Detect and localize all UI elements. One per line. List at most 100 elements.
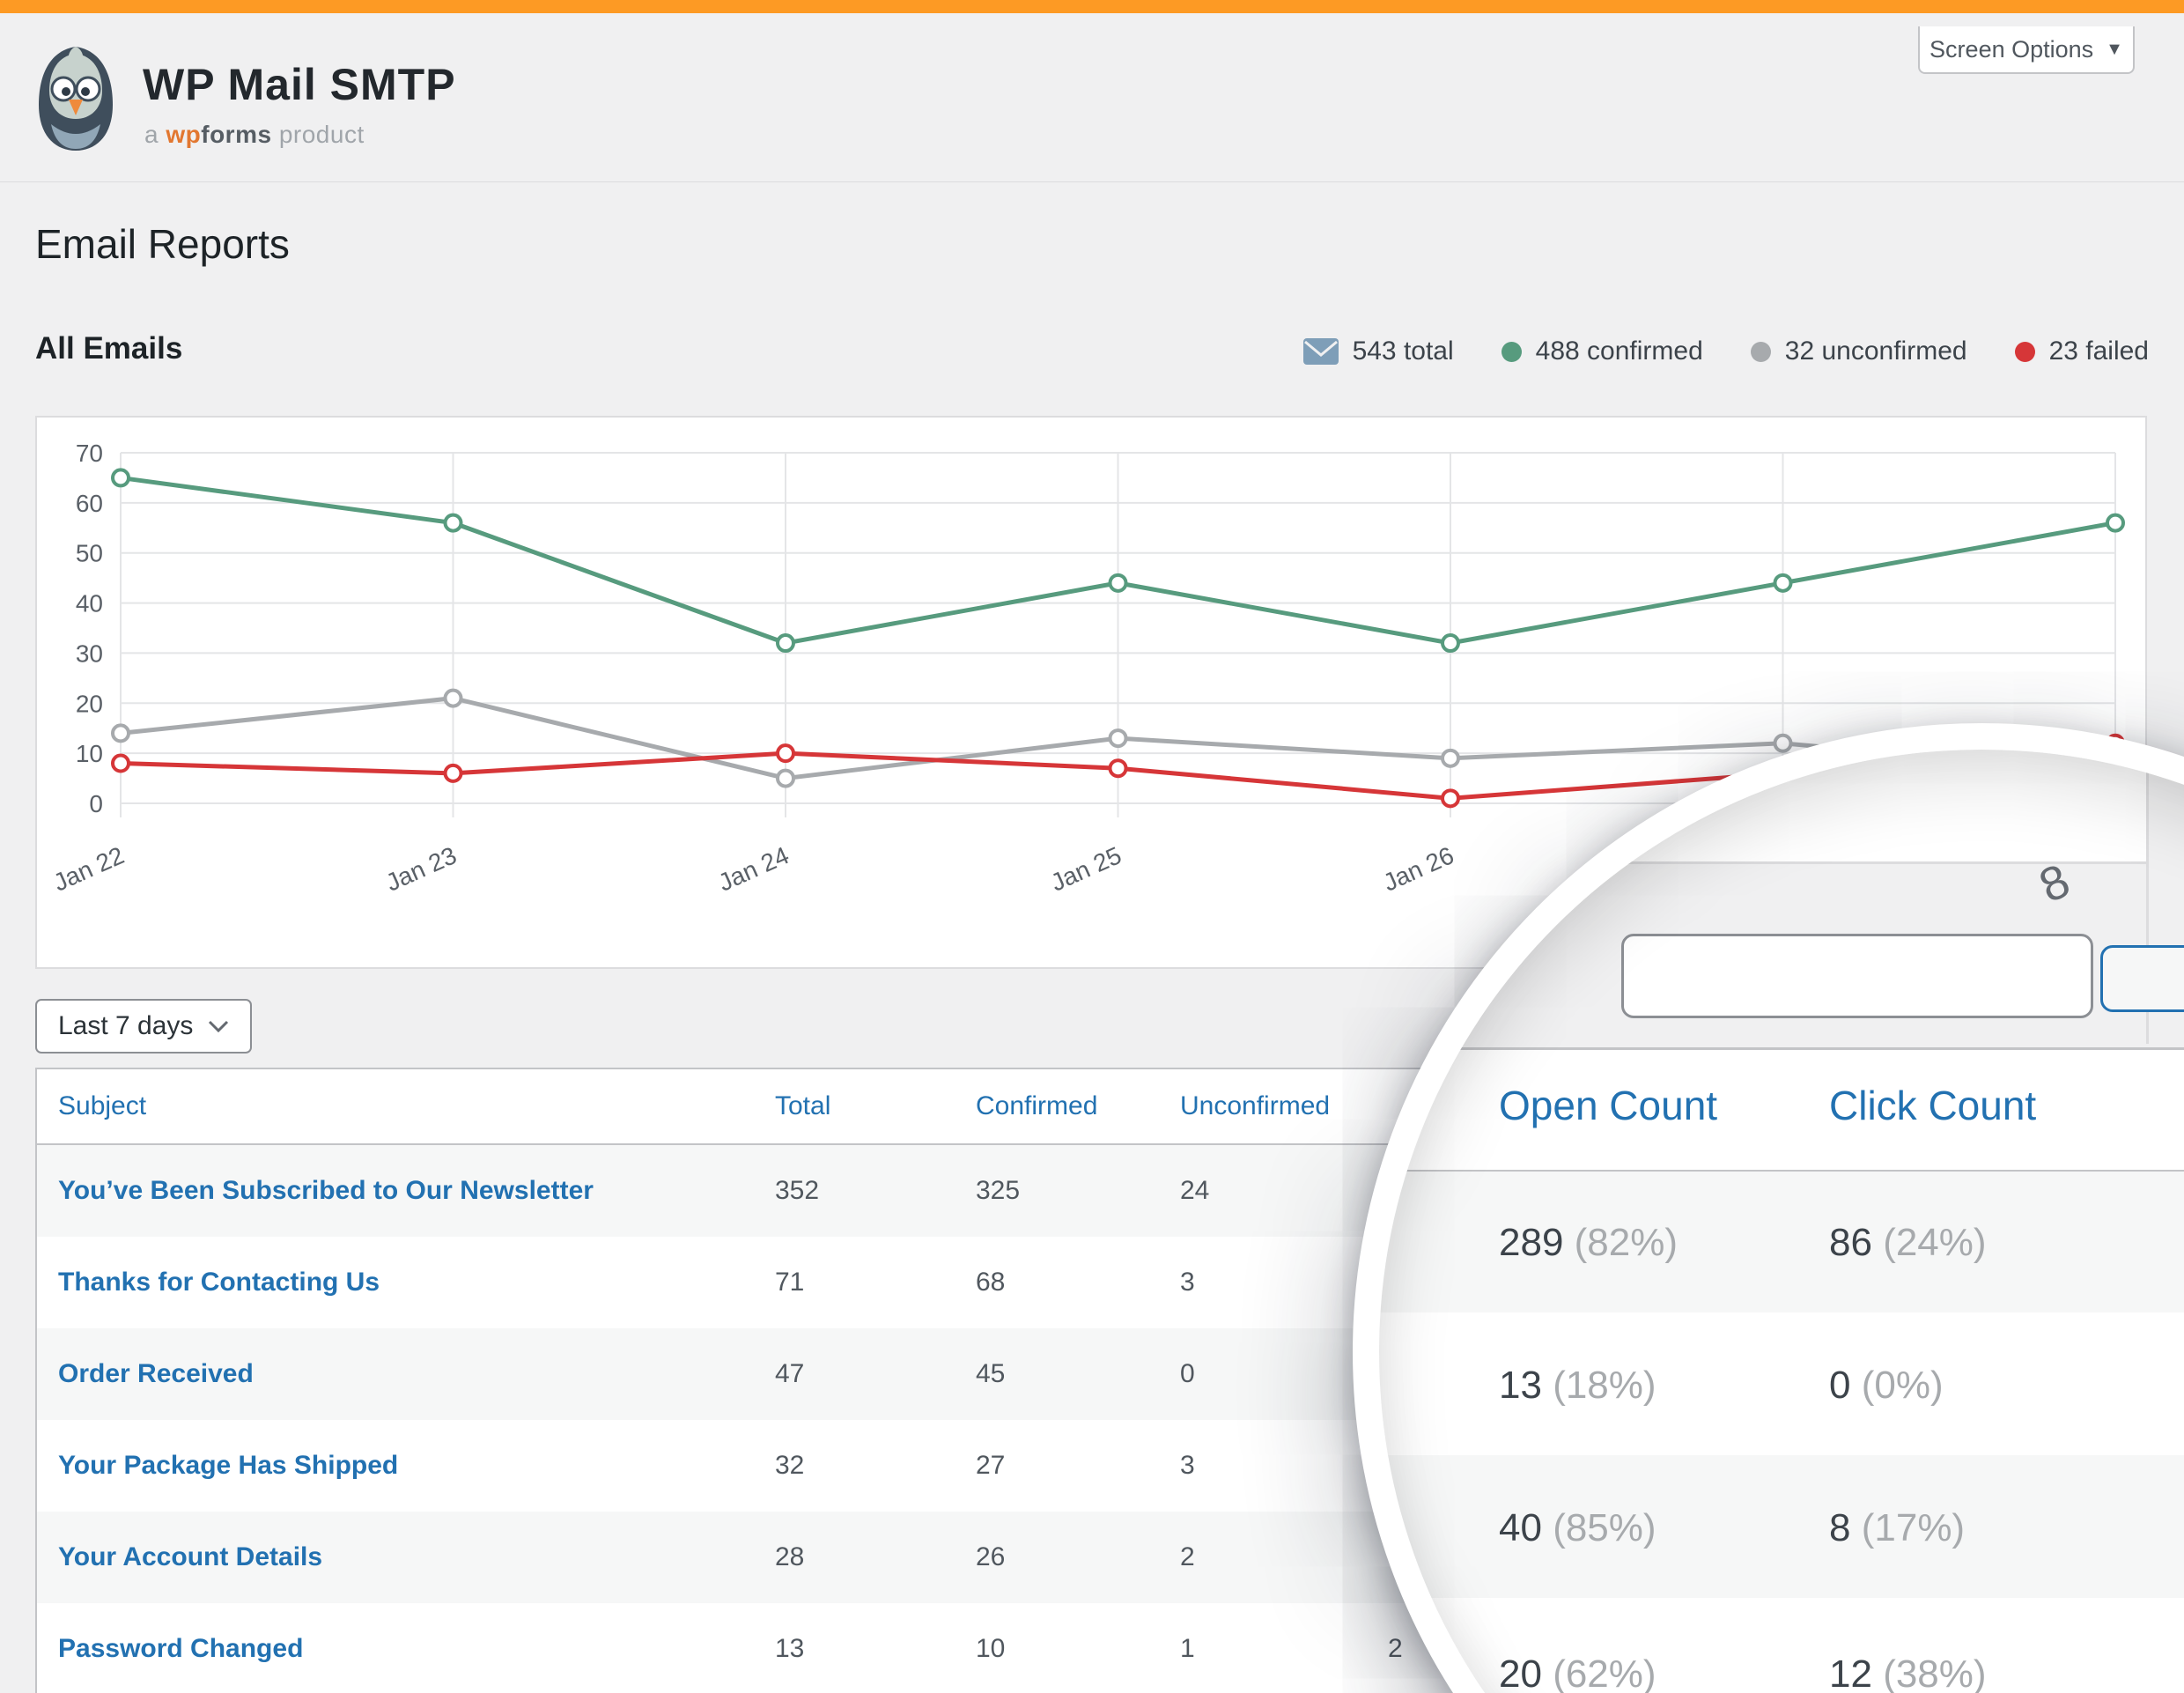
total-cell: 13 [775, 1634, 805, 1663]
email-subject-link[interactable]: Thanks for Contacting Us [58, 1268, 380, 1297]
open-count-cell: 20 (62%) [1499, 1652, 1656, 1693]
confirmed-cell: 325 [976, 1176, 1021, 1205]
search-button[interactable] [2100, 945, 2184, 1012]
legend-confirmed-label: 488 confirmed [1535, 336, 1703, 366]
screen-options-button[interactable]: Screen Options ▼ [1918, 26, 2135, 74]
page-title: Email Reports [35, 221, 290, 267]
legend-item-total: 543 total [1302, 336, 1454, 366]
failed-dot-icon [2014, 341, 2035, 362]
open-count-value: 40 [1499, 1506, 1542, 1549]
magnified-table-row: 20 (62%) 12 (38%) [1379, 1598, 2184, 1693]
email-subject-link[interactable]: You’ve Been Subscribed to Our Newsletter [58, 1176, 594, 1205]
click-count-cell: 86 (24%) [1829, 1221, 1987, 1265]
total-cell: 71 [775, 1268, 805, 1297]
svg-text:70: 70 [76, 440, 103, 467]
svg-text:20: 20 [76, 690, 103, 717]
search-input[interactable] [1621, 934, 2093, 1018]
table-row: Thanks for Contacting Us 71 68 3 [37, 1237, 2147, 1328]
column-header-open-count[interactable]: Open Count [1499, 1083, 1718, 1128]
unconfirmed-cell: 3 [1180, 1451, 1195, 1480]
confirmed-cell: 10 [976, 1634, 1006, 1663]
unconfirmed-cell: 2 [1180, 1542, 1195, 1571]
click-count-percent: (38%) [1883, 1652, 1987, 1693]
legend-item-unconfirmed: 32 unconfirmed [1750, 336, 1967, 366]
confirmed-cell: 68 [976, 1268, 1006, 1297]
tagline-forms: forms [201, 121, 272, 148]
app-title: WP Mail SMTP [143, 60, 456, 109]
chevron-down-icon: ▼ [2106, 39, 2123, 59]
app-tagline: a wpforms product [144, 121, 365, 149]
unconfirmed-cell: 0 [1180, 1359, 1195, 1388]
plugin-header: WP Mail SMTP a wpforms product Screen Op… [0, 13, 2184, 182]
click-count-percent: (17%) [1861, 1506, 1966, 1549]
email-subject-link[interactable]: Password Changed [58, 1634, 304, 1663]
unconfirmed-cell: 1 [1180, 1634, 1195, 1663]
open-count-cell: 13 (18%) [1499, 1364, 1656, 1408]
tagline-suffix: product [278, 121, 365, 148]
magnified-table-row: 40 (85%) 8 (17%) [1379, 1455, 2184, 1598]
total-cell: 28 [775, 1542, 805, 1571]
date-range-select[interactable]: Last 7 days [35, 999, 252, 1054]
legend-unconfirmed-label: 32 unconfirmed [1784, 336, 1967, 366]
envelope-icon [1302, 338, 1339, 365]
legend-item-confirmed: 488 confirmed [1501, 336, 1703, 366]
open-count-cell: 289 (82%) [1499, 1221, 1678, 1265]
open-count-value: 13 [1499, 1364, 1542, 1407]
column-header-subject[interactable]: Subject [58, 1091, 147, 1120]
table-header-row: Subject Total Confirmed Unconfirmed [37, 1069, 2147, 1145]
magnified-header-bottom-border [1379, 1170, 2184, 1172]
column-header-total[interactable]: Total [775, 1091, 831, 1120]
svg-text:30: 30 [76, 639, 103, 667]
chart-legend: 543 total 488 confirmed 32 unconfirmed 2… [1302, 336, 2149, 366]
svg-text:10: 10 [76, 740, 103, 767]
column-header-click-count[interactable]: Click Count [1829, 1083, 2037, 1128]
table-row: Your Package Has Shipped 32 27 3 [37, 1420, 2147, 1512]
magnified-chart-right-border [2146, 750, 2149, 1044]
open-count-value: 20 [1499, 1652, 1542, 1693]
column-header-confirmed[interactable]: Confirmed [976, 1091, 1098, 1120]
svg-text:40: 40 [76, 590, 103, 617]
magnified-table-top-border [1379, 1047, 2184, 1050]
click-count-value: 86 [1829, 1221, 1872, 1264]
svg-text:Jan 25: Jan 25 [1047, 841, 1125, 897]
confirmed-dot-icon [1501, 341, 1522, 362]
brand-orange-bar [0, 0, 2184, 13]
email-subject-link[interactable]: Your Package Has Shipped [58, 1451, 399, 1480]
total-cell: 352 [775, 1176, 820, 1205]
open-count-cell: 40 (85%) [1499, 1506, 1656, 1550]
magnified-content: 8 Open Count Click Count 289 (82%) 86 (2… [1379, 750, 2184, 1693]
magnified-table-header: Open Count Click Count [1379, 1050, 2184, 1170]
magnified-chart-area [1379, 750, 2146, 861]
magnifier-lens: 8 Open Count Click Count 289 (82%) 86 (2… [1353, 723, 2184, 1693]
open-count-percent: (82%) [1574, 1221, 1679, 1264]
confirmed-cell: 27 [976, 1451, 1006, 1480]
open-count-percent: (18%) [1553, 1364, 1656, 1407]
confirmed-cell: 45 [976, 1359, 1006, 1388]
svg-text:Jan 22: Jan 22 [49, 841, 128, 897]
unconfirmed-cell: 24 [1180, 1176, 1210, 1205]
tagline-wp: wp [166, 121, 202, 148]
click-count-cell: 8 (17%) [1829, 1506, 1965, 1550]
click-count-value: 12 [1829, 1652, 1872, 1693]
email-subject-link[interactable]: Order Received [58, 1359, 254, 1388]
column-header-unconfirmed[interactable]: Unconfirmed [1180, 1091, 1331, 1120]
click-count-value: 8 [1829, 1506, 1851, 1549]
email-subject-link[interactable]: Your Account Details [58, 1542, 323, 1571]
click-count-cell: 0 (0%) [1829, 1364, 1944, 1408]
open-count-value: 289 [1499, 1221, 1564, 1264]
magnified-table-row: 13 (18%) 0 (0%) [1379, 1312, 2184, 1455]
screen-options-label: Screen Options [1929, 35, 2094, 63]
date-range-value: Last 7 days [58, 1011, 194, 1040]
svg-text:Jan 24: Jan 24 [714, 841, 793, 897]
magnified-chart-bottom-border [1379, 861, 2149, 864]
click-count-percent: (0%) [1861, 1364, 1944, 1407]
tagline-prefix: a [144, 121, 159, 148]
click-count-value: 0 [1829, 1364, 1851, 1407]
open-count-percent: (85%) [1553, 1506, 1656, 1549]
legend-total-label: 543 total [1352, 336, 1454, 366]
svg-text:50: 50 [76, 540, 103, 567]
unconfirmed-cell: 3 [1180, 1268, 1195, 1297]
click-count-percent: (24%) [1883, 1221, 1987, 1264]
chevron-down-icon [208, 1020, 229, 1032]
click-count-cell: 12 (38%) [1829, 1652, 1987, 1693]
